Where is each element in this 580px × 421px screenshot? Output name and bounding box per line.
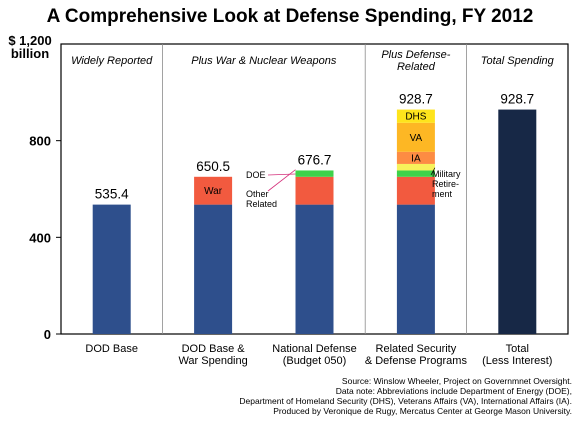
bar-segment [396, 151, 435, 164]
annotation-other-related-line-1: Other [246, 189, 269, 199]
chart-title: A Comprehensive Look at Defense Spending… [47, 6, 534, 27]
bar-total-label: 535.4 [95, 187, 129, 202]
segment-label: DHS [405, 112, 426, 123]
section-header-4: Total Spending [481, 55, 555, 67]
y-axis-label-line-2: billion [11, 46, 49, 61]
annotation-military-retirement-line-1: Military [432, 169, 461, 179]
segment-label: IA [411, 153, 421, 164]
segment-label: VA [410, 133, 423, 144]
bar-segment [498, 109, 537, 334]
bar-segment [396, 109, 435, 123]
bar-segment [194, 176, 233, 205]
annotation-doe: DOE [246, 170, 266, 180]
section-header-1: Widely Reported [71, 55, 153, 67]
leader-line-military [430, 167, 436, 176]
y-axis-label-line-1: $ 1,200 [8, 33, 51, 48]
section-header-2: Plus War & Nuclear Weapons [191, 55, 337, 67]
leader-line-doe [267, 173, 296, 176]
annotation-other-related-line-2: Related [246, 199, 277, 209]
bar-total-label: 650.5 [196, 159, 230, 174]
annotation-military-retirement-line-2: Retire- [432, 179, 459, 189]
leader-line-other [267, 169, 296, 192]
bar-segment [396, 122, 435, 152]
bar-segment [396, 170, 435, 177]
bar-total-label: 928.7 [500, 92, 534, 107]
bar-segment [396, 176, 435, 205]
source-note-3: Department of Homeland Security (DHS), V… [239, 396, 572, 406]
bar-segment [295, 170, 334, 177]
category-label-5-line-1: Total [506, 343, 529, 355]
category-label-4-line-2: & Defense Programs [365, 355, 468, 367]
y-tick-label: 400 [29, 230, 51, 245]
category-label-4-line-1: Related Security [376, 343, 457, 355]
bar-segment [92, 204, 131, 334]
y-tick-label: 0 [44, 327, 51, 342]
category-label-3-line-1: National Defense [272, 343, 356, 355]
segment-label: War [204, 186, 223, 197]
section-header-3-line-1: Plus Defense- [381, 49, 450, 61]
source-note-1: Source: Winslow Wheeler, Project on Gove… [342, 376, 572, 386]
category-label-2-line-2: War Spending [178, 355, 247, 367]
category-label-1-line-1: DOD Base [85, 343, 138, 355]
bar-segment [194, 204, 233, 334]
category-label-5-line-2: (Less Interest) [482, 355, 552, 367]
annotation-military-retirement-line-3: ment [432, 189, 453, 199]
bar-segment [295, 204, 334, 334]
bar-segment [295, 176, 334, 205]
category-label-2-line-1: DOD Base & [182, 343, 246, 355]
bar-segment [396, 204, 435, 334]
y-tick-label: 800 [29, 134, 51, 149]
bar-segment [396, 163, 435, 171]
section-header-3-line-2: Related [397, 61, 436, 73]
source-note-2: Data note: Abbreviations include Departm… [336, 386, 572, 396]
category-label-3-line-2: (Budget 050) [283, 355, 347, 367]
bar-total-label: 676.7 [298, 152, 332, 167]
bar-total-label: 928.7 [399, 92, 433, 107]
source-note-4: Produced by Veronique de Rugy, Mercatus … [273, 406, 572, 416]
